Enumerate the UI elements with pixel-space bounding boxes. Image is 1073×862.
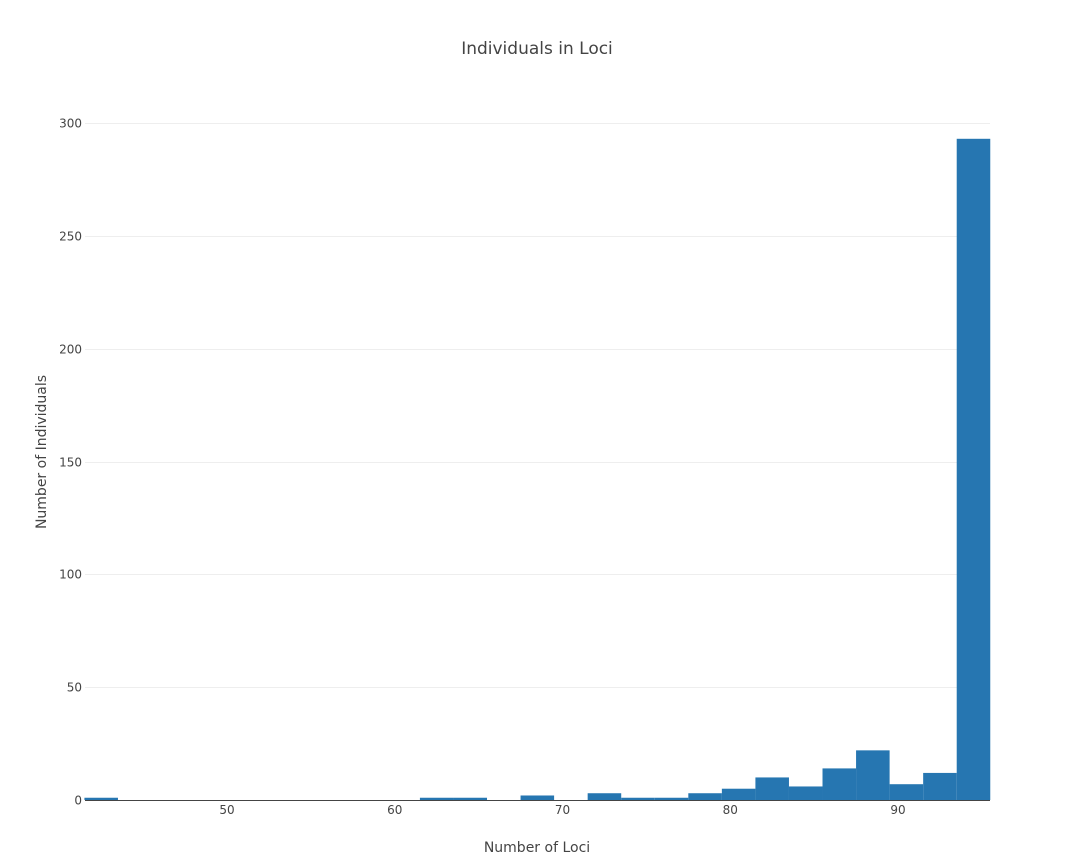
x-axis-title: Number of Loci <box>484 840 590 856</box>
histogram-bar <box>923 772 957 800</box>
axes: 0 50 100 150 200 250 300 50 60 70 80 90 <box>59 117 990 817</box>
histogram-bar <box>453 797 488 800</box>
y-tick-label: 250 <box>59 230 82 244</box>
y-tick-label: 200 <box>59 343 82 357</box>
histogram-bar <box>688 793 722 800</box>
gridlines <box>85 123 990 688</box>
histogram-bar <box>889 784 924 800</box>
histogram-bar <box>621 797 655 800</box>
histogram-bar <box>755 777 789 800</box>
y-axis-title: Number of Individuals <box>34 375 50 529</box>
chart-title: Individuals in Loci <box>461 39 613 59</box>
y-tick-label: 150 <box>59 456 82 470</box>
histogram-bar <box>84 797 118 800</box>
histogram-bar <box>587 793 622 800</box>
y-tick-label: 0 <box>74 794 82 808</box>
x-tick-label: 70 <box>555 803 570 817</box>
histogram-bar <box>822 768 857 800</box>
histogram-bar <box>419 797 454 800</box>
x-tick-label: 60 <box>387 803 402 817</box>
histogram-bar <box>856 750 890 800</box>
histogram-bar <box>654 797 689 800</box>
y-tick-label: 100 <box>59 568 82 582</box>
x-tick-label: 80 <box>723 803 738 817</box>
y-tick-label: 300 <box>59 117 82 131</box>
histogram-bar <box>788 786 823 800</box>
histogram-bar <box>721 788 756 800</box>
bars <box>84 138 991 801</box>
histogram-bar <box>520 795 555 800</box>
y-tick-label: 50 <box>67 681 82 695</box>
x-tick-label: 90 <box>890 803 905 817</box>
x-tick-label: 50 <box>219 803 234 817</box>
histogram-bar <box>956 138 991 801</box>
